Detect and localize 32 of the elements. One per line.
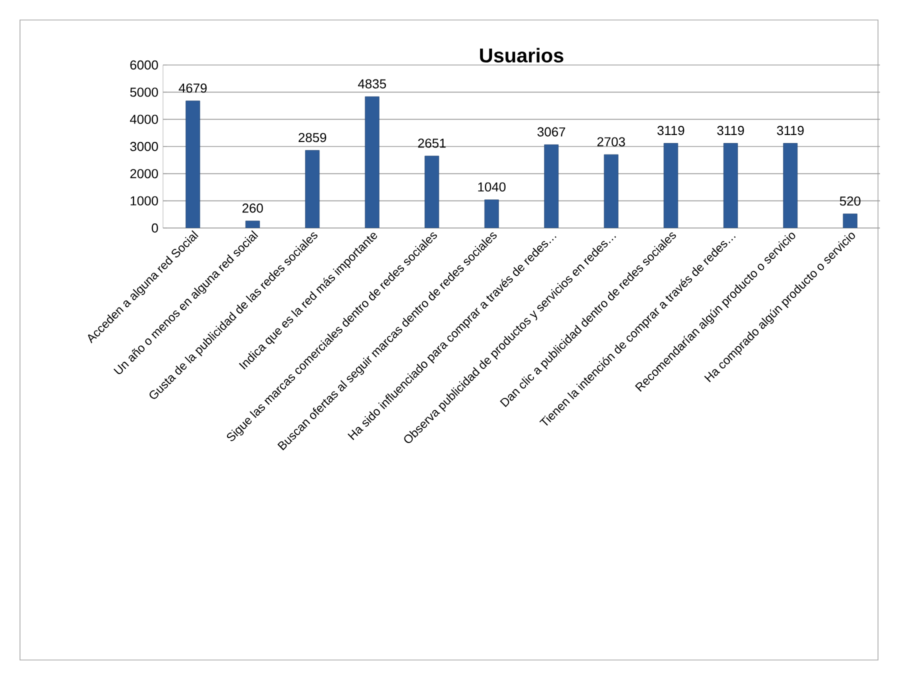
bar bbox=[664, 143, 678, 228]
bar bbox=[424, 156, 440, 228]
data-label: 4835 bbox=[358, 79, 386, 88]
bar bbox=[544, 144, 559, 228]
bar bbox=[186, 100, 200, 228]
bar bbox=[484, 200, 499, 228]
data-label: 2859 bbox=[298, 132, 326, 142]
y-tick-label: 2000 bbox=[130, 169, 158, 178]
bar bbox=[842, 214, 858, 228]
data-label: 3119 bbox=[776, 126, 804, 136]
data-label: 3067 bbox=[537, 127, 566, 136]
y-tick-label: 6000 bbox=[130, 60, 158, 70]
y-tick-label: 0 bbox=[152, 223, 158, 233]
bar bbox=[783, 143, 798, 228]
chart-title: Usuarios bbox=[480, 48, 564, 62]
y-tick-label: 4000 bbox=[130, 114, 158, 124]
data-label: 2651 bbox=[418, 138, 446, 148]
data-label: 260 bbox=[242, 204, 263, 213]
bar bbox=[245, 220, 260, 228]
data-label: 4679 bbox=[178, 84, 207, 93]
y-tick-label: 1000 bbox=[130, 196, 158, 206]
bar bbox=[604, 154, 618, 228]
data-label: 3119 bbox=[657, 126, 684, 136]
data-label: 1040 bbox=[478, 182, 506, 192]
y-tick-label: 3000 bbox=[130, 142, 158, 152]
bar bbox=[305, 150, 320, 228]
data-label: 3119 bbox=[717, 126, 744, 136]
bar bbox=[364, 96, 380, 228]
bar bbox=[723, 143, 738, 228]
y-tick-label: 5000 bbox=[130, 88, 158, 97]
data-label: 520 bbox=[840, 196, 860, 206]
data-label: 2703 bbox=[597, 137, 625, 146]
